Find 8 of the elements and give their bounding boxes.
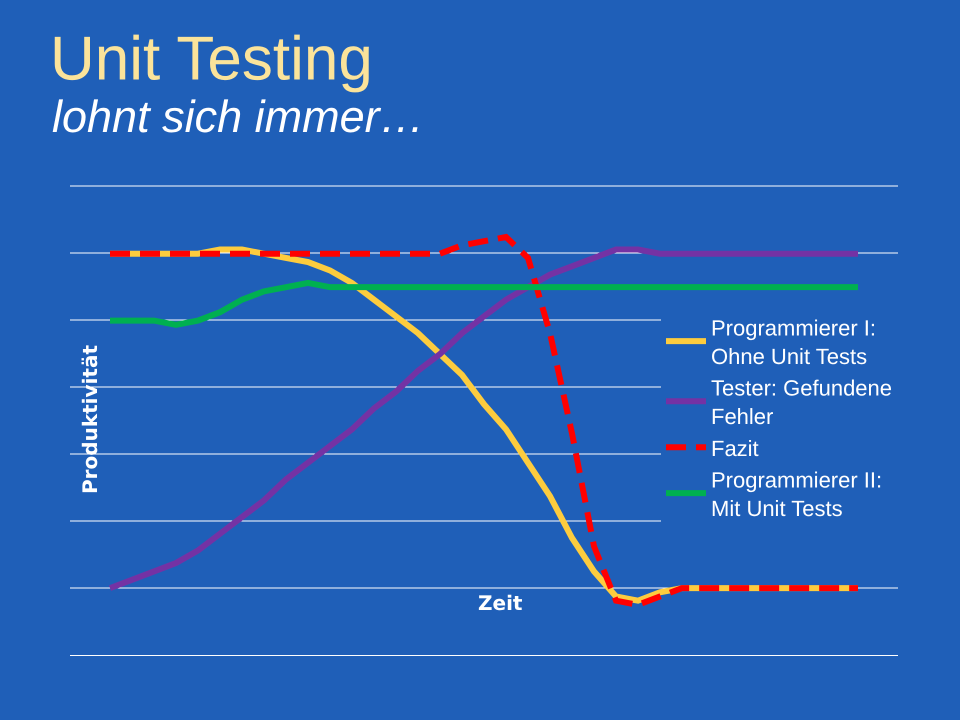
- legend-label: Programmierer II: Mit Unit Tests: [711, 467, 882, 521]
- legend-label: Fazit: [711, 436, 759, 461]
- x-axis-title: Zeit: [478, 591, 523, 615]
- legend-label: Programmierer I: Ohne Unit Tests: [711, 315, 876, 369]
- legend-label: Tester: Gefundene Fehler: [711, 376, 892, 430]
- y-axis-title: Produktivität: [78, 344, 102, 494]
- chart-title: Unit Testing: [50, 24, 373, 94]
- chart-subtitle: lohnt sich immer…: [52, 91, 425, 142]
